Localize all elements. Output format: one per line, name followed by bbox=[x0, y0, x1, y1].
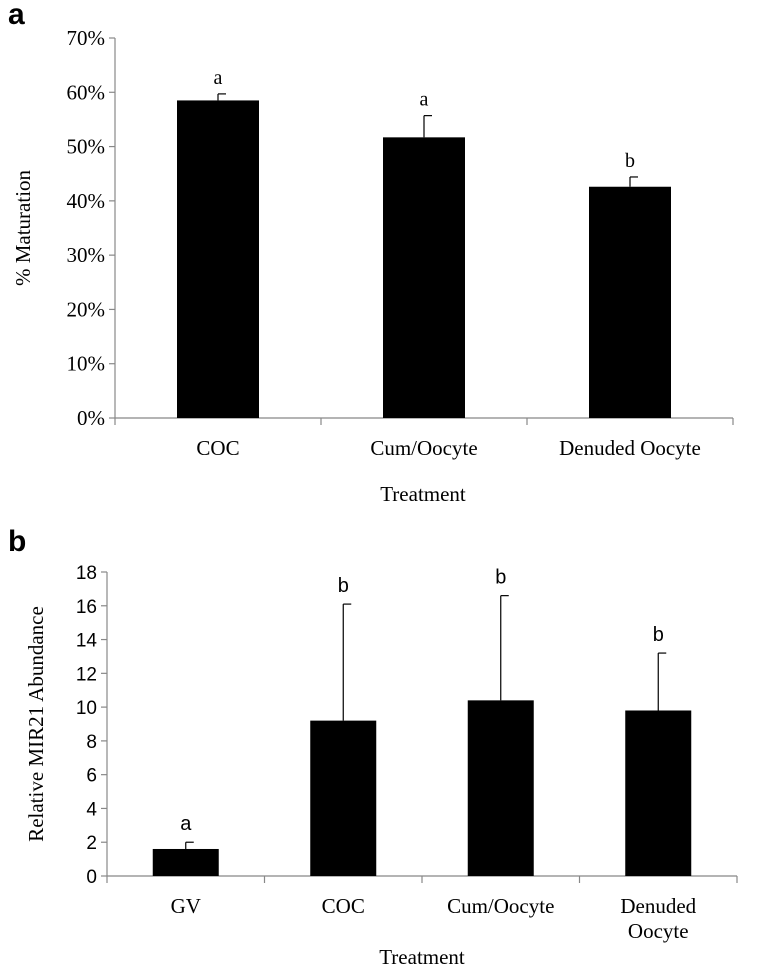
a-category-label: Denuded Oocyte bbox=[559, 436, 701, 460]
b-category-label: Oocyte bbox=[628, 919, 689, 943]
b-category-label: Cum/Oocyte bbox=[447, 894, 554, 918]
b-significance-label: a bbox=[180, 813, 192, 835]
a-bar bbox=[589, 186, 671, 418]
a-y-tick-label: 20% bbox=[67, 297, 106, 321]
panel-b-letter: b bbox=[8, 525, 26, 558]
b-significance-label: b bbox=[495, 567, 506, 589]
a-y-tick-label: 70% bbox=[67, 26, 106, 50]
b-y-tick-label: 8 bbox=[86, 732, 97, 753]
b-y-tick-label: 0 bbox=[86, 867, 97, 888]
b-y-tick-label: 4 bbox=[86, 799, 97, 820]
b-y-tick-label: 16 bbox=[76, 597, 97, 618]
a-y-tick-label: 30% bbox=[67, 243, 106, 267]
a-significance-label: a bbox=[420, 89, 429, 111]
b-y-tick-label: 10 bbox=[76, 698, 97, 719]
b-y-tick-label: 18 bbox=[76, 563, 97, 584]
b-significance-label: b bbox=[653, 624, 664, 646]
a-category-label: COC bbox=[196, 436, 239, 460]
panel-b-y-axis-label: Relative MIR21 Abundance bbox=[24, 606, 48, 842]
b-bar bbox=[152, 848, 219, 876]
panel-a-y-axis-label: % Maturation bbox=[11, 169, 35, 286]
b-bar bbox=[625, 710, 692, 876]
panel-a-chart: a 0% 10% 20% 30% 40% 50% 60% 70% a COC a Cum/Oocyt… bbox=[8, 0, 734, 506]
panel-a-x-axis-label: Treatment bbox=[380, 482, 466, 506]
a-bar bbox=[177, 100, 259, 418]
b-bar bbox=[310, 720, 377, 876]
b-y-tick-label: 12 bbox=[76, 664, 97, 685]
b-category-label: COC bbox=[322, 894, 365, 918]
a-bar bbox=[383, 137, 465, 419]
a-significance-label: a bbox=[214, 67, 223, 89]
panel-a-letter: a bbox=[8, 0, 25, 31]
b-y-tick-label: 14 bbox=[76, 631, 98, 652]
a-y-tick-label: 10% bbox=[67, 352, 106, 376]
b-category-label: GV bbox=[171, 894, 201, 918]
a-y-tick-label: 50% bbox=[67, 135, 106, 159]
b-y-tick-label: 2 bbox=[86, 833, 97, 854]
b-y-tick-label: 6 bbox=[86, 766, 97, 787]
panel-b-chart: b 0 2 4 6 8 10 12 14 16 18 a GV b COC b Cum/Oocyte b Den… bbox=[8, 525, 738, 969]
b-significance-label: b bbox=[338, 575, 349, 597]
b-bar bbox=[467, 700, 534, 876]
a-y-tick-label: 60% bbox=[67, 80, 106, 104]
a-y-tick-label: 40% bbox=[67, 189, 106, 213]
a-significance-label: b bbox=[625, 150, 635, 172]
b-category-label: Denuded bbox=[620, 894, 696, 918]
a-y-tick-label: 0% bbox=[77, 406, 105, 430]
panel-b-x-axis-label: Treatment bbox=[379, 945, 465, 969]
a-category-label: Cum/Oocyte bbox=[370, 436, 477, 460]
